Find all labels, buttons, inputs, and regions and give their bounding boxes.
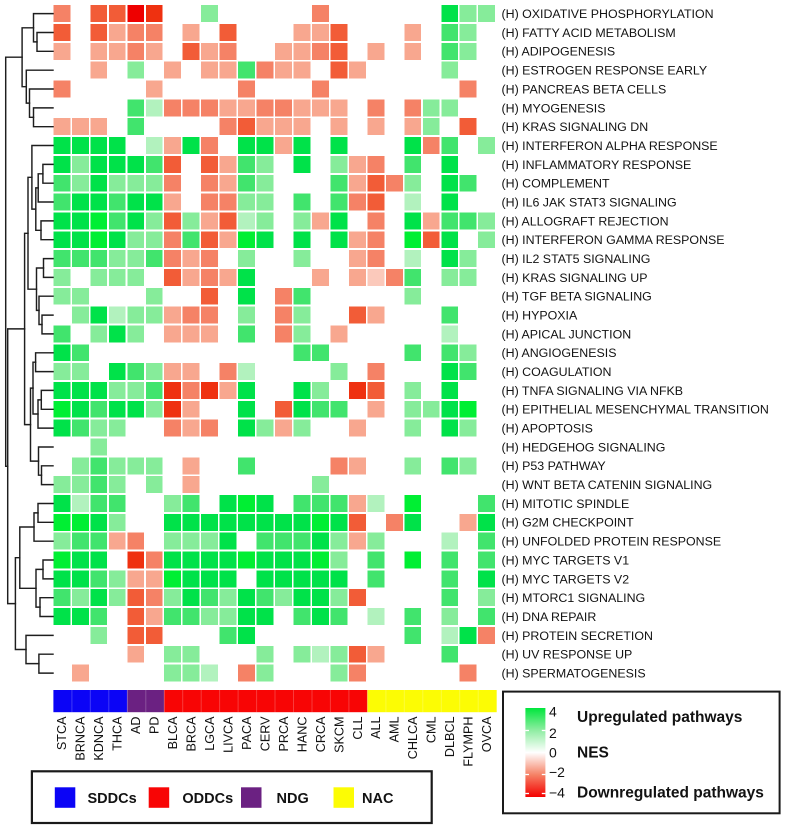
svg-text:STCA: STCA: [55, 716, 69, 750]
svg-text:BLCA: BLCA: [166, 716, 180, 749]
svg-text:(H) ESTROGEN RESPONSE EARLY: (H) ESTROGEN RESPONSE EARLY: [502, 64, 708, 78]
svg-text:(H) ALLOGRAFT REJECTION: (H) ALLOGRAFT REJECTION: [502, 214, 669, 228]
svg-text:(H) APOPTOSIS: (H) APOPTOSIS: [502, 422, 593, 436]
svg-text:(H) INFLAMMATORY RESPONSE: (H) INFLAMMATORY RESPONSE: [502, 158, 692, 172]
svg-text:ODDCs: ODDCs: [182, 791, 233, 807]
svg-text:(H) PROTEIN SECRETION: (H) PROTEIN SECRETION: [502, 629, 653, 643]
svg-text:SDDCs: SDDCs: [88, 791, 137, 807]
svg-text:2: 2: [549, 725, 557, 741]
svg-text:CLL: CLL: [351, 717, 365, 740]
svg-text:(H) INTERFERON ALPHA RESPONSE: (H) INTERFERON ALPHA RESPONSE: [502, 139, 718, 153]
svg-text:CML: CML: [425, 717, 439, 744]
svg-text:PD: PD: [148, 717, 162, 735]
svg-text:HANC: HANC: [295, 717, 309, 753]
svg-text:0: 0: [549, 744, 557, 760]
svg-text:DLBCL: DLBCL: [443, 717, 457, 758]
svg-text:−4: −4: [549, 784, 565, 800]
svg-text:(H) ANGIOGENESIS: (H) ANGIOGENESIS: [502, 346, 617, 360]
svg-text:(H) EPITHELIAL MESENCHYMAL TRA: (H) EPITHELIAL MESENCHYMAL TRANSITION: [502, 403, 769, 417]
svg-text:(H) MYOGENESIS: (H) MYOGENESIS: [502, 101, 606, 115]
svg-text:(H) P53 PATHWAY: (H) P53 PATHWAY: [502, 459, 606, 473]
svg-text:(H) HEDGEHOG SIGNALING: (H) HEDGEHOG SIGNALING: [502, 440, 666, 454]
svg-text:(H) ADIPOGENESIS: (H) ADIPOGENESIS: [502, 45, 616, 59]
svg-text:(H) SPERMATOGENESIS: (H) SPERMATOGENESIS: [502, 667, 646, 681]
svg-text:BRCA: BRCA: [185, 716, 199, 752]
svg-text:PACA: PACA: [240, 716, 254, 750]
svg-text:−2: −2: [549, 764, 565, 780]
svg-text:(H) MTORC1 SIGNALING: (H) MTORC1 SIGNALING: [502, 591, 646, 605]
svg-text:(H) MITOTIC SPINDLE: (H) MITOTIC SPINDLE: [502, 497, 630, 511]
svg-text:(H) TNFA SIGNALING VIA NFKB: (H) TNFA SIGNALING VIA NFKB: [502, 384, 684, 398]
svg-text:(H) TGF BETA SIGNALING: (H) TGF BETA SIGNALING: [502, 290, 652, 304]
svg-text:(H) COAGULATION: (H) COAGULATION: [502, 365, 612, 379]
svg-text:THCA: THCA: [111, 716, 125, 751]
svg-text:(H) MYC TARGETS V2: (H) MYC TARGETS V2: [502, 572, 630, 586]
svg-text:BRNCA: BRNCA: [74, 716, 88, 761]
svg-text:AML: AML: [388, 717, 402, 743]
svg-text:(H) HYPOXIA: (H) HYPOXIA: [502, 309, 578, 323]
svg-text:4: 4: [549, 703, 557, 719]
svg-text:ALL: ALL: [369, 717, 383, 739]
svg-text:(H) MYC TARGETS V1: (H) MYC TARGETS V1: [502, 553, 630, 567]
svg-text:PRCA: PRCA: [277, 716, 291, 752]
svg-text:SKCM: SKCM: [332, 717, 346, 753]
svg-text:(H) PANCREAS BETA CELLS: (H) PANCREAS BETA CELLS: [502, 82, 667, 96]
svg-text:(H) IL2 STAT5 SIGNALING: (H) IL2 STAT5 SIGNALING: [502, 252, 651, 266]
svg-text:Upregulated pathways: Upregulated pathways: [577, 709, 742, 726]
svg-text:LIVCA: LIVCA: [222, 716, 236, 753]
svg-text:(H) KRAS SIGNALING UP: (H) KRAS SIGNALING UP: [502, 271, 648, 285]
svg-text:(H) G2M CHECKPOINT: (H) G2M CHECKPOINT: [502, 516, 635, 530]
svg-text:(H) IL6 JAK STAT3 SIGNALING: (H) IL6 JAK STAT3 SIGNALING: [502, 195, 677, 209]
svg-text:(H) KRAS SIGNALING DN: (H) KRAS SIGNALING DN: [502, 120, 649, 134]
svg-text:(H) WNT BETA CATENIN SIGNALING: (H) WNT BETA CATENIN SIGNALING: [502, 478, 713, 492]
svg-text:LGCA: LGCA: [203, 716, 217, 751]
svg-text:OVCA: OVCA: [480, 716, 494, 752]
svg-text:(H) DNA REPAIR: (H) DNA REPAIR: [502, 610, 597, 624]
svg-text:CRCA: CRCA: [314, 716, 328, 752]
svg-text:FLYMPH: FLYMPH: [462, 717, 476, 767]
svg-text:(H) FATTY ACID METABOLISM: (H) FATTY ACID METABOLISM: [502, 26, 676, 40]
svg-text:CHLCA: CHLCA: [406, 716, 420, 759]
svg-text:AD: AD: [129, 717, 143, 735]
svg-text:KDNCA: KDNCA: [92, 716, 106, 761]
svg-text:(H) OXIDATIVE PHOSPHORYLATION: (H) OXIDATIVE PHOSPHORYLATION: [502, 7, 714, 21]
svg-text:(H) COMPLEMENT: (H) COMPLEMENT: [502, 177, 611, 191]
svg-text:(H) UV RESPONSE UP: (H) UV RESPONSE UP: [502, 648, 633, 662]
svg-text:Downregulated pathways: Downregulated pathways: [577, 785, 764, 802]
svg-text:(H) APICAL JUNCTION: (H) APICAL JUNCTION: [502, 327, 632, 341]
svg-text:NDG: NDG: [277, 791, 309, 807]
svg-text:(H) INTERFERON GAMMA RESPONSE: (H) INTERFERON GAMMA RESPONSE: [502, 233, 725, 247]
svg-text:CERV: CERV: [258, 716, 272, 751]
svg-text:NES: NES: [577, 745, 609, 762]
svg-text:NAC: NAC: [362, 791, 394, 807]
svg-text:(H) UNFOLDED PROTEIN RESPONSE: (H) UNFOLDED PROTEIN RESPONSE: [502, 535, 722, 549]
